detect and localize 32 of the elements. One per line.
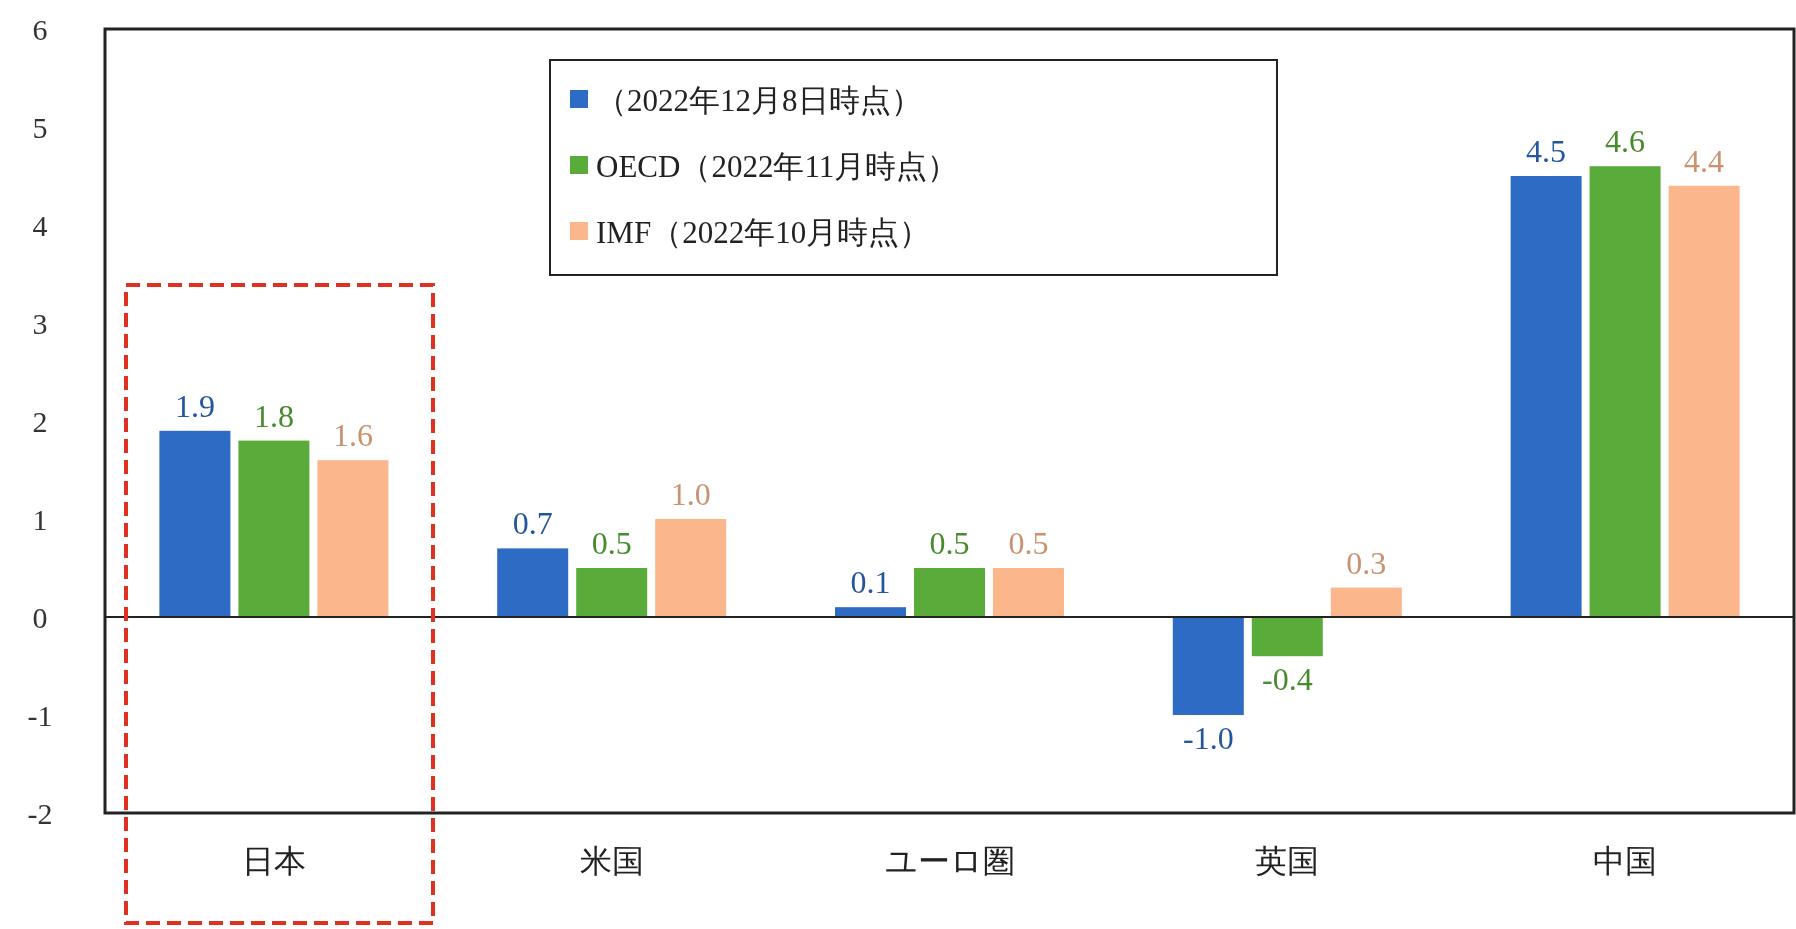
y-tick-label: -1 [27, 698, 53, 732]
data-label: 4.4 [1684, 142, 1725, 179]
y-tick-label: 4 [32, 208, 48, 242]
data-label: 1.6 [332, 417, 373, 454]
legend-label: （2022年12月8日時点） [596, 83, 922, 118]
data-label: 0.5 [1008, 525, 1049, 561]
x-tick-label: ユーロ圏 [884, 843, 1015, 879]
data-label: 1.8 [253, 397, 294, 434]
y-tick-label: 2 [32, 404, 48, 438]
legend-label: OECD（2022年11月時点） [596, 149, 959, 184]
data-label: -1.0 [1182, 720, 1234, 756]
data-label: 0.5 [929, 525, 970, 561]
x-tick-label: 日本 [241, 843, 306, 879]
y-tick-label: 5 [32, 110, 48, 144]
y-tick-label: 1 [32, 502, 48, 536]
y-tick-label: 3 [32, 306, 48, 340]
data-label: 0.1 [850, 564, 891, 601]
y-tick-label: -2 [27, 796, 53, 830]
data-label: 4.5 [1526, 133, 1567, 169]
x-tick-label: 英国 [1255, 843, 1320, 879]
data-label: 0.3 [1346, 544, 1387, 581]
data-label: 0.7 [512, 505, 553, 542]
data-label: 1.9 [174, 387, 215, 424]
y-tick-label: 0 [32, 600, 48, 634]
x-tick-label: 中国 [1593, 843, 1658, 879]
data-label: -0.4 [1261, 661, 1313, 698]
x-tick-label: 米国 [579, 843, 644, 879]
data-label: 0.5 [591, 525, 632, 561]
data-label: 4.6 [1605, 123, 1646, 160]
legend-label: IMF（2022年10月時点） [596, 215, 931, 250]
data-label: 1.0 [670, 476, 711, 512]
y-tick-label: 6 [32, 12, 48, 46]
